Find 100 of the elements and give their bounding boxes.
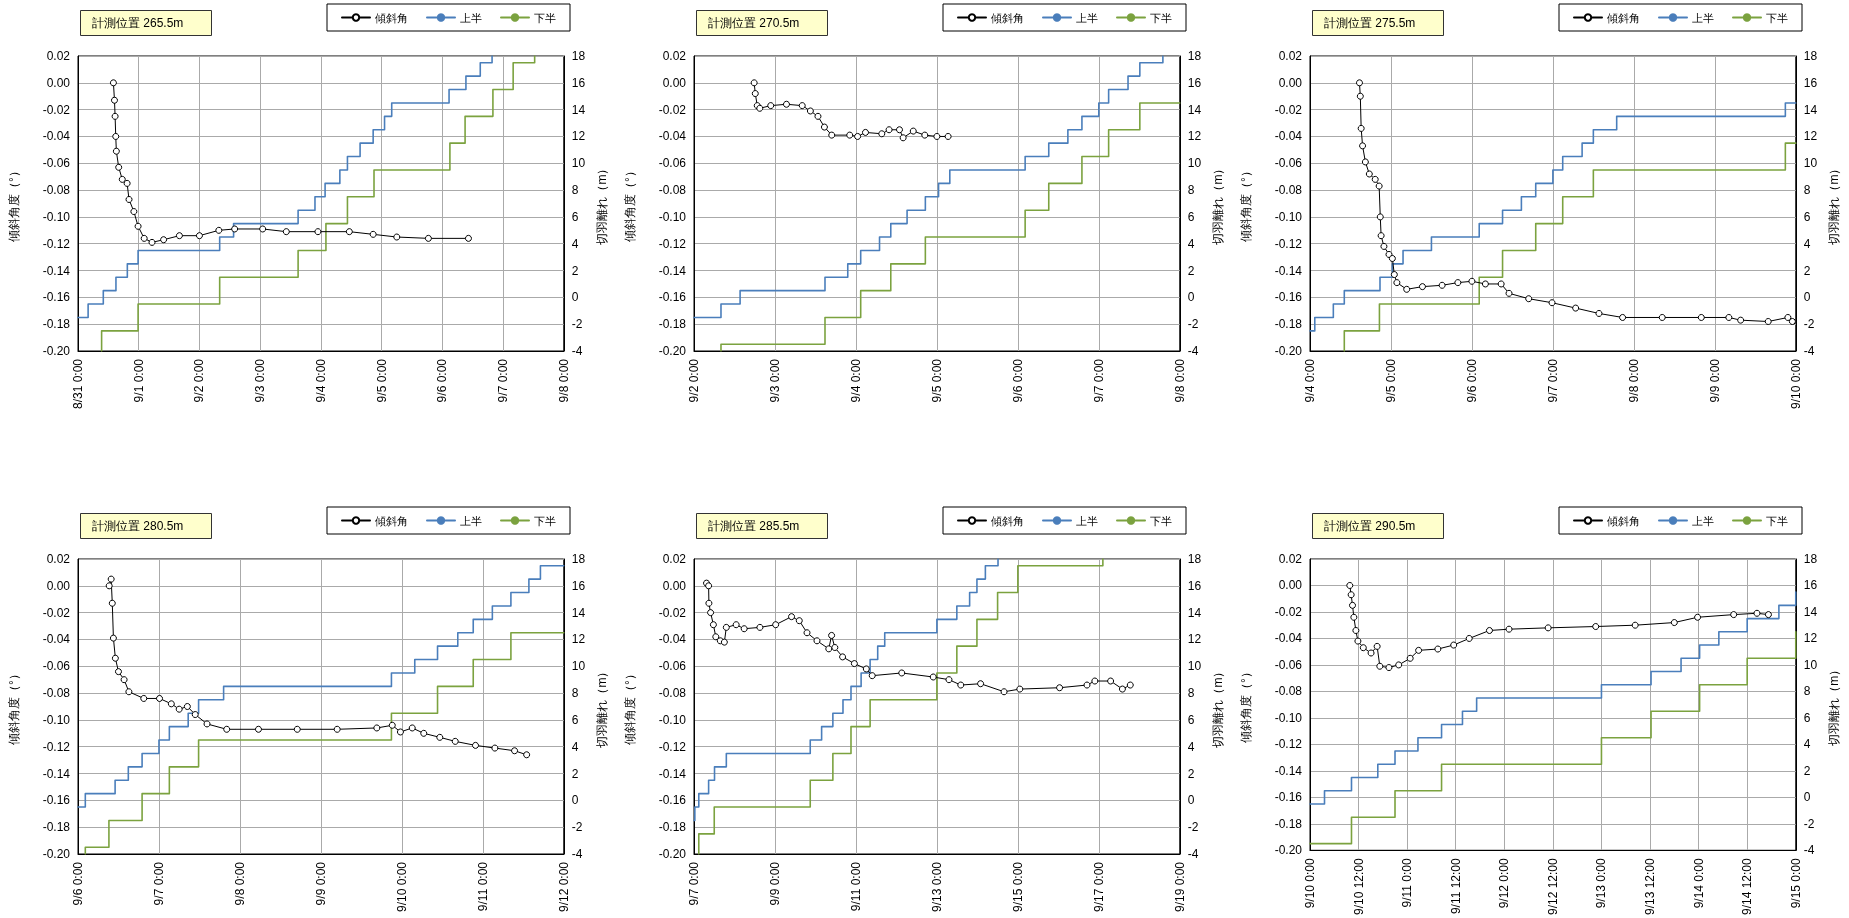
y2-tick-label: 6: [1803, 209, 1811, 224]
y2-tick-label: 4: [1803, 236, 1811, 251]
y2-tick-label: 2: [1803, 763, 1811, 778]
x-tick-label: 9/8 0:00: [1172, 358, 1187, 403]
y-tick-label: 0.02: [662, 49, 687, 63]
y2-tick-label: -2: [1187, 820, 1199, 835]
y2-tick-label: 0: [1187, 793, 1195, 808]
y2-tick-label: 16: [571, 75, 586, 90]
y-tick-label: -0.16: [42, 290, 71, 305]
x-tick-label: 9/2 0:00: [192, 358, 207, 403]
x-tick-label: 9/7 0:00: [151, 861, 166, 906]
y2-tick-label: 2: [571, 766, 579, 781]
y-tick-label: 0.00: [46, 75, 71, 90]
legend-label: 上半: [1692, 11, 1714, 24]
y2-tick-label: 6: [1187, 712, 1195, 727]
y-tick-label: 0.00: [46, 578, 71, 593]
y-tick-label: -0.20: [658, 344, 687, 358]
y-axis-title: 傾斜角度（°）: [7, 165, 21, 242]
y2-tick-label: 14: [1803, 604, 1818, 619]
y-tick-label: -0.18: [42, 820, 71, 835]
x-tick-label: 9/11 12:00: [1448, 857, 1463, 915]
y2-tick-label: 10: [1803, 657, 1818, 672]
legend-label: 上半: [1076, 514, 1098, 527]
legend-label: 上半: [460, 11, 482, 24]
y2-tick-label: 12: [1187, 632, 1202, 647]
y2-tick-label: 6: [1187, 209, 1195, 224]
x-tick-label: 8/31 0:00: [71, 358, 85, 410]
y2-tick-label: -2: [1803, 816, 1815, 831]
y-tick-label: -0.06: [42, 659, 71, 674]
y-tick-label: -0.18: [658, 820, 687, 835]
y-axis-title: 傾斜角度（°）: [623, 668, 637, 745]
y-tick-label: -0.12: [658, 236, 687, 251]
y-axis-title: 傾斜角度（°）: [7, 668, 21, 745]
y2-tick-label: 8: [571, 686, 579, 701]
y-tick-label: 0.02: [46, 49, 71, 63]
y2-tick-label: 8: [1187, 686, 1195, 701]
y2-tick-label: 14: [1187, 102, 1202, 117]
y-tick-label: -0.16: [1274, 290, 1303, 305]
y-tick-label: -0.04: [1274, 129, 1303, 144]
y2-tick-label: 10: [1187, 659, 1202, 674]
chart-title: 計測位置 285.5m: [708, 519, 800, 533]
y2-tick-label: 12: [571, 129, 586, 144]
legend-label: 下半: [534, 11, 556, 24]
y2-tick-label: 16: [1803, 75, 1818, 90]
y-tick-label: -0.04: [658, 632, 687, 647]
y-tick-label: -0.06: [1274, 156, 1303, 171]
x-tick-label: 9/8 0:00: [1626, 358, 1641, 403]
y-tick-label: -0.16: [658, 793, 687, 808]
y2-tick-label: 12: [1803, 631, 1818, 646]
y2-tick-label: -4: [1187, 344, 1199, 358]
y2-tick-label: 0: [571, 290, 579, 305]
y2-tick-label: 6: [571, 712, 579, 727]
x-tick-label: 9/11 0:00: [1400, 857, 1415, 908]
y2-tick-label: -2: [571, 820, 583, 835]
y-tick-label: -0.02: [1274, 604, 1303, 619]
y-tick-label: -0.08: [42, 183, 71, 198]
y2-tick-label: 10: [571, 659, 586, 674]
y-tick-label: 0.00: [662, 578, 687, 593]
y2-tick-label: 12: [571, 632, 586, 647]
y-tick-label: -0.08: [1274, 183, 1303, 198]
y-tick-label: -0.04: [658, 129, 687, 144]
x-tick-label: 9/9 0:00: [313, 861, 328, 906]
y2-tick-label: 2: [1187, 263, 1195, 278]
y-tick-label: -0.02: [42, 605, 71, 620]
y-tick-label: -0.14: [42, 766, 71, 781]
x-tick-label: 9/14 12:00: [1740, 857, 1755, 915]
y-tick-label: -0.18: [1274, 317, 1303, 332]
legend-label: 傾斜角: [991, 514, 1024, 527]
legend-label: 傾斜角: [1607, 514, 1640, 527]
x-tick-label: 9/15 0:00: [1788, 857, 1803, 909]
y-tick-label: -0.06: [658, 659, 687, 674]
y-tick-label: -0.20: [1274, 843, 1303, 858]
y2-tick-label: 2: [1803, 263, 1811, 278]
legend-label: 傾斜角: [1607, 11, 1640, 24]
y2-tick-label: 14: [1187, 605, 1202, 620]
x-tick-label: 9/9 0:00: [1707, 358, 1722, 403]
x-tick-label: 9/10 0:00: [1303, 857, 1317, 909]
chart-title: 計測位置 290.5m: [1324, 519, 1416, 533]
x-tick-label: 9/7 0:00: [687, 861, 701, 906]
y-tick-label: -0.06: [658, 156, 687, 171]
x-tick-label: 9/9 0:00: [767, 861, 782, 906]
y2-tick-label: 16: [1803, 578, 1818, 593]
y2-tick-label: 14: [571, 102, 586, 117]
y-tick-label: -0.14: [42, 263, 71, 278]
chart-title: 計測位置 265.5m: [92, 16, 184, 30]
y-tick-label: -0.02: [658, 605, 687, 620]
y2-tick-label: 6: [571, 209, 579, 224]
y-tick-label: -0.10: [658, 209, 687, 224]
y-tick-label: -0.06: [42, 156, 71, 171]
y-tick-label: -0.10: [42, 209, 71, 224]
y-tick-label: 0.02: [1278, 49, 1303, 63]
x-tick-label: 9/6 0:00: [71, 861, 85, 906]
x-tick-label: 9/10 12:00: [1351, 857, 1366, 915]
y2-tick-label: 14: [571, 605, 586, 620]
y2-tick-label: 8: [1803, 684, 1811, 699]
y2-axis-title: 切羽離れ（m）: [595, 665, 609, 748]
y2-tick-label: -4: [1803, 344, 1815, 358]
y-tick-label: -0.20: [42, 344, 71, 358]
x-tick-label: 9/7 0:00: [1091, 358, 1106, 403]
x-tick-label: 9/2 0:00: [687, 358, 701, 403]
